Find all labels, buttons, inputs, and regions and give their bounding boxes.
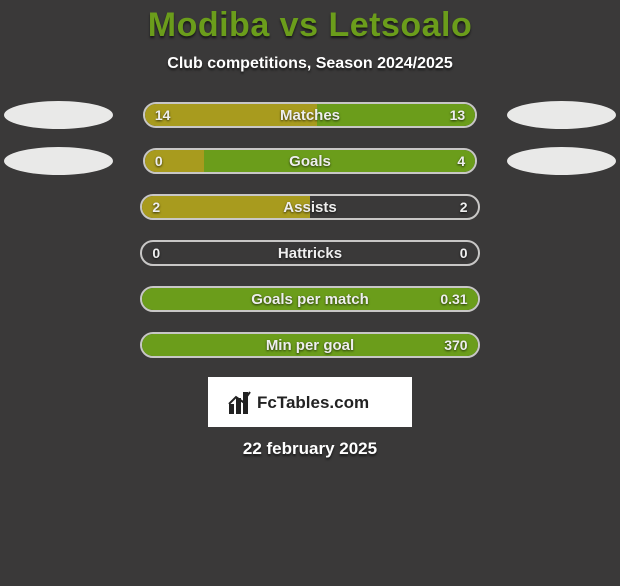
stat-row: 2Assists2 bbox=[0, 193, 620, 221]
page-title: Modiba vs Letsoalo bbox=[0, 6, 620, 45]
fctables-logo: FcTables.com bbox=[225, 386, 395, 418]
stat-bar: 0Goals4 bbox=[143, 148, 477, 174]
brand-text: FcTables.com bbox=[257, 393, 369, 412]
stat-label: Hattricks bbox=[142, 242, 477, 264]
stat-value-right: 370 bbox=[444, 334, 467, 356]
stat-row: 0Hattricks0 bbox=[0, 239, 620, 267]
stat-label: Assists bbox=[142, 196, 477, 218]
avatar-placeholder bbox=[0, 285, 110, 313]
title-text: Modiba vs Letsoalo bbox=[148, 6, 473, 44]
stat-value-right: 2 bbox=[460, 196, 468, 218]
stat-bar: 14Matches13 bbox=[143, 102, 477, 128]
stat-value-right: 13 bbox=[450, 104, 466, 126]
stat-bar: Goals per match0.31 bbox=[140, 286, 479, 312]
avatar-placeholder bbox=[0, 193, 110, 221]
stat-bar: 0Hattricks0 bbox=[140, 240, 479, 266]
stats-container: 14Matches130Goals42Assists20Hattricks0Go… bbox=[0, 101, 620, 359]
stat-label: Min per goal bbox=[142, 334, 477, 356]
avatar-placeholder bbox=[0, 239, 110, 267]
subtitle: Club competitions, Season 2024/2025 bbox=[0, 55, 620, 73]
avatar-placeholder bbox=[510, 285, 620, 313]
subtitle-text: Club competitions, Season 2024/2025 bbox=[167, 55, 452, 72]
stat-bar: 2Assists2 bbox=[140, 194, 479, 220]
footer-date: 22 february 2025 bbox=[0, 439, 620, 459]
stat-row: 0Goals4 bbox=[0, 147, 620, 175]
player-right-avatar bbox=[507, 147, 616, 175]
avatar-placeholder bbox=[0, 331, 110, 359]
stat-label: Goals bbox=[145, 150, 475, 172]
date-text: 22 february 2025 bbox=[243, 439, 377, 458]
stat-label: Goals per match bbox=[142, 288, 477, 310]
avatar-placeholder bbox=[510, 193, 620, 221]
stat-row: Goals per match0.31 bbox=[0, 285, 620, 313]
stat-bar: Min per goal370 bbox=[140, 332, 479, 358]
brand-box[interactable]: FcTables.com bbox=[208, 377, 412, 427]
player-left-avatar bbox=[4, 147, 113, 175]
stat-value-right: 4 bbox=[457, 150, 465, 172]
player-right-avatar bbox=[507, 101, 616, 129]
stat-value-right: 0 bbox=[460, 242, 468, 264]
chart-bars-icon bbox=[229, 392, 248, 414]
avatar-placeholder bbox=[510, 239, 620, 267]
stat-row: 14Matches13 bbox=[0, 101, 620, 129]
player-left-avatar bbox=[4, 101, 113, 129]
stat-value-right: 0.31 bbox=[440, 288, 467, 310]
stat-row: Min per goal370 bbox=[0, 331, 620, 359]
stat-label: Matches bbox=[145, 104, 475, 126]
avatar-placeholder bbox=[510, 331, 620, 359]
